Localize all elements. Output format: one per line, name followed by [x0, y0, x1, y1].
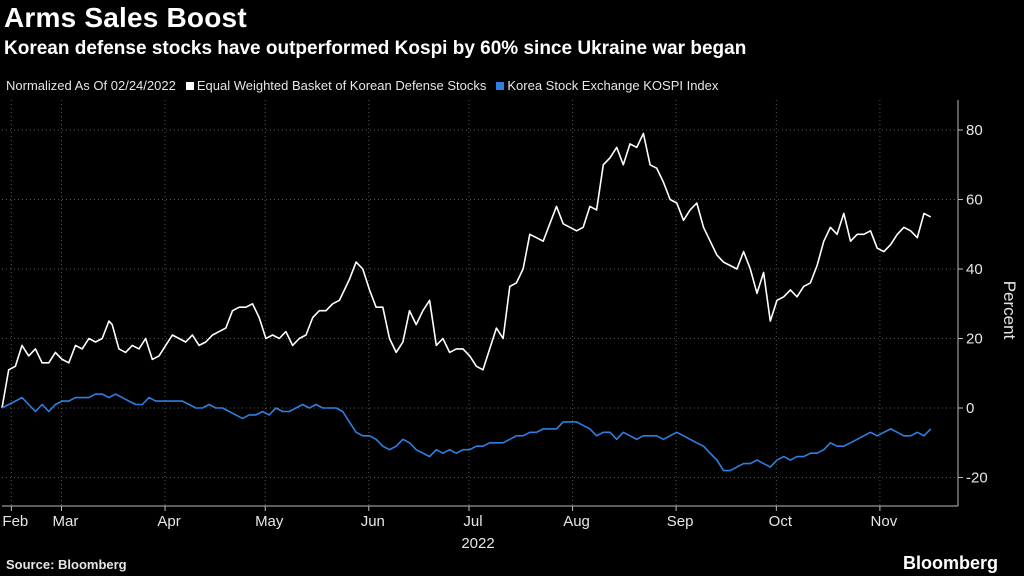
x-tick-label: May	[255, 513, 284, 530]
y-tick-label: 0	[966, 400, 974, 417]
y-tick-label: -20	[966, 470, 988, 487]
x-tick-label: Nov	[871, 513, 898, 530]
x-tick-label: Jun	[361, 513, 385, 530]
x-tick-label: Oct	[769, 513, 793, 530]
legend-note: Normalized As Of 02/24/2022	[6, 78, 176, 93]
x-tick-label: Jul	[463, 513, 482, 530]
legend-label-kospi: Korea Stock Exchange KOSPI Index	[507, 78, 719, 93]
x-tick-label: Apr	[157, 513, 180, 530]
y-tick-label: 80	[966, 122, 983, 139]
chart-title: Arms Sales Boost	[4, 2, 247, 33]
x-year-label: 2022	[461, 535, 494, 552]
legend-swatch-defense	[185, 81, 194, 90]
legend-swatch-kospi	[496, 81, 505, 90]
legend: Normalized As Of 02/24/2022 Equal Weight…	[6, 78, 718, 93]
y-tick-label: 60	[966, 192, 983, 209]
x-tick-label: Mar	[53, 513, 79, 530]
bloomberg-logo: Bloomberg	[902, 553, 998, 573]
x-tick-label: Feb	[2, 513, 28, 530]
source-note: Source: Bloomberg	[6, 557, 127, 572]
x-tick-label: Aug	[563, 513, 590, 530]
legend-label-defense: Equal Weighted Basket of Korean Defense …	[196, 78, 487, 93]
y-tick-label: 40	[966, 261, 983, 278]
y-axis-title: Percent	[1000, 281, 1019, 340]
series-line-kospi	[1, 393, 932, 472]
series-line-defense-basket	[1, 132, 932, 409]
y-tick-label: 20	[966, 331, 983, 348]
x-tick-label: Sep	[667, 513, 694, 530]
chart-subtitle: Korean defense stocks have outperformed …	[4, 38, 747, 59]
